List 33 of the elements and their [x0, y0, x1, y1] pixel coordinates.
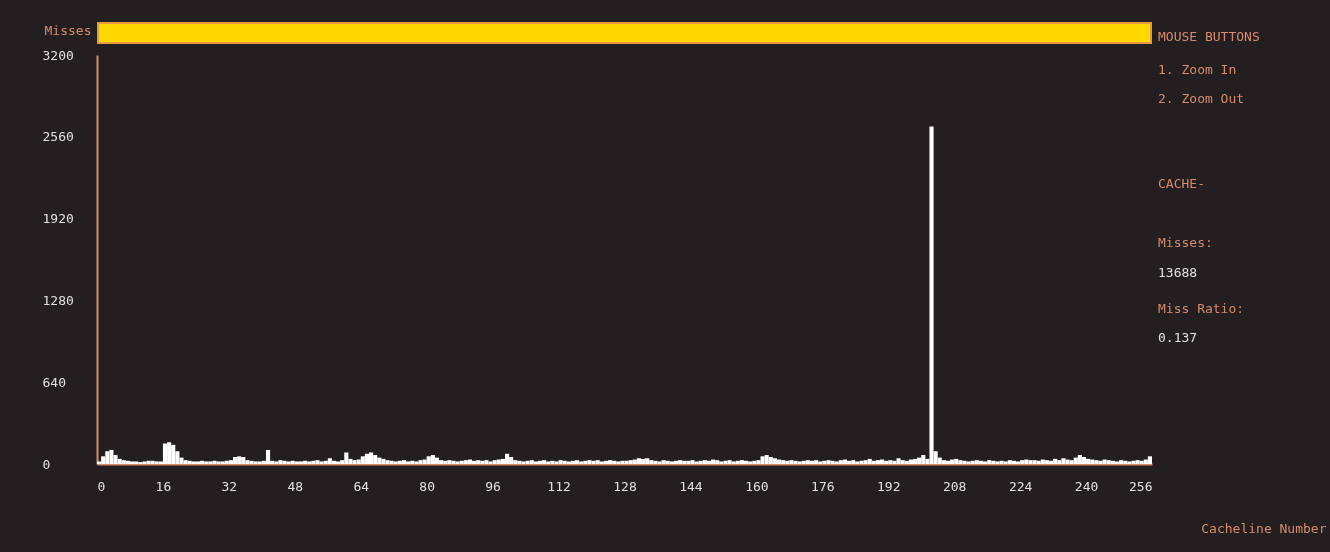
- x-tick-label: 112: [547, 478, 571, 494]
- x-tick-label: 176: [811, 478, 835, 494]
- x-axis-title: Cacheline Number: [1201, 520, 1327, 536]
- text: 2. Zoom Out: [1158, 91, 1245, 106]
- x-tick-label: 192: [877, 478, 901, 494]
- y-axis-title: Misses: [44, 22, 92, 38]
- x-tick-label: 0: [97, 478, 106, 494]
- text: MOUSE BUTTONS: [1158, 29, 1260, 44]
- y-tick-label: 3200: [42, 47, 74, 63]
- text: Misses:: [1158, 235, 1213, 250]
- x-tick-label: 80: [419, 478, 436, 494]
- y-tick-label: 1280: [42, 292, 74, 308]
- y-tick-label: 2560: [42, 129, 74, 145]
- text: 1. Zoom In: [1158, 62, 1237, 77]
- x-tick-label: 208: [942, 478, 967, 494]
- x-tick-label: 16: [155, 478, 172, 494]
- x-tick-label: 144: [679, 478, 703, 494]
- x-tick-label: 32: [221, 478, 238, 494]
- x-tick-label: 160: [745, 478, 769, 494]
- text: CACHE-: [1158, 176, 1205, 191]
- x-tick-label: 96: [485, 478, 501, 494]
- text: 0.137: [1158, 330, 1198, 345]
- y-tick-label: 640: [42, 374, 66, 390]
- y-tick-label: 1920: [42, 211, 74, 227]
- text: 13688: [1158, 265, 1198, 280]
- x-tick-label: 48: [287, 478, 304, 494]
- x-tick-label: 240: [1074, 478, 1099, 494]
- text: Miss Ratio:: [1158, 301, 1245, 316]
- x-tick-label: 256: [1129, 478, 1153, 494]
- x-tick-label: 128: [613, 478, 637, 494]
- x-tick-label: 64: [353, 478, 370, 494]
- y-tick-label: 0: [42, 456, 51, 472]
- x-tick-label: 224: [1008, 478, 1033, 494]
